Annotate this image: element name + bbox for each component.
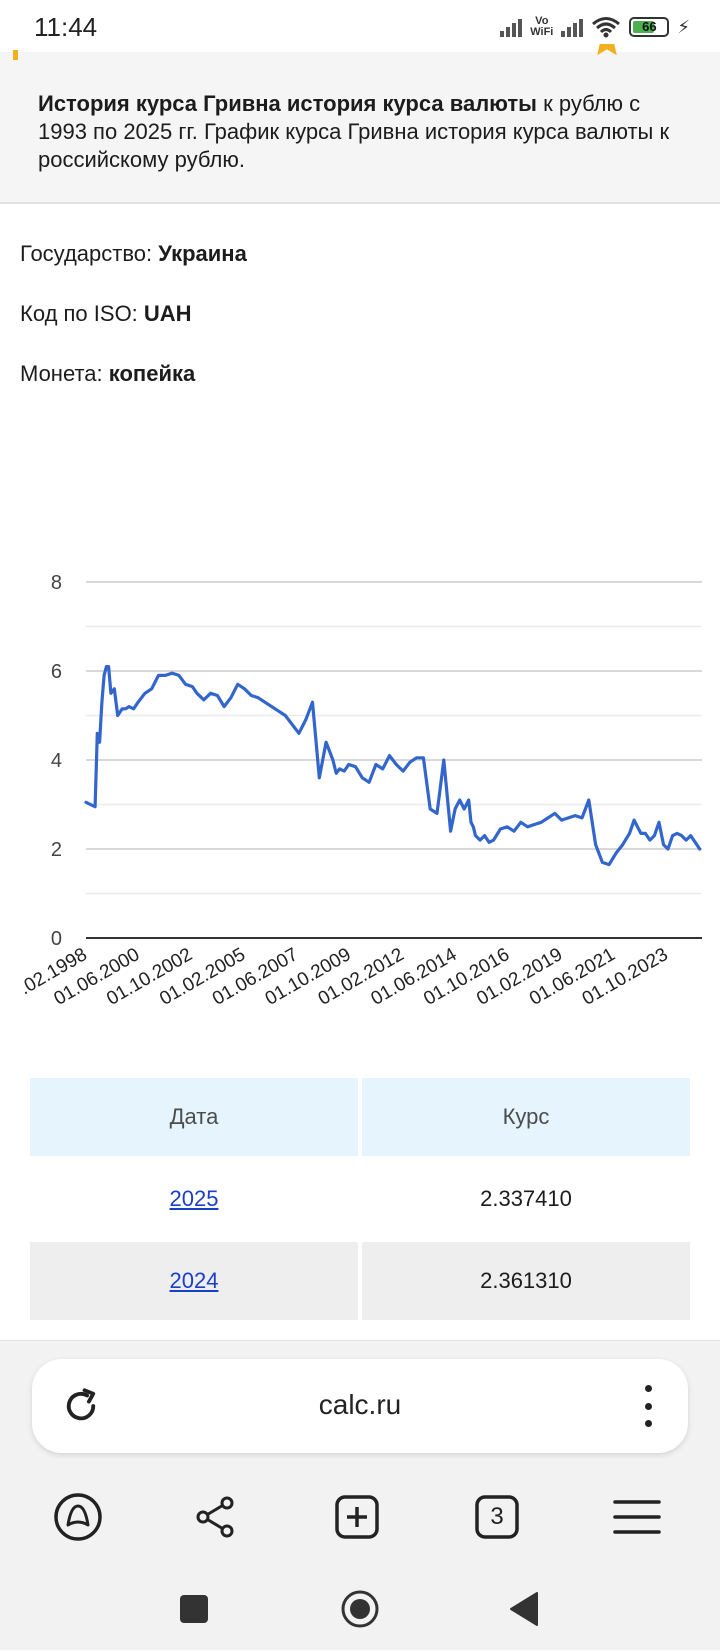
tabs-button[interactable]: 3 <box>467 1487 527 1547</box>
browser-bottom-chrome: calc.ru 3 <box>0 1340 720 1650</box>
date-cell: 2025 <box>30 1160 358 1238</box>
status-time: 11:44 <box>34 12 98 42</box>
rate-cell: 2.337410 <box>480 1186 572 1211</box>
address-bar[interactable]: calc.ru <box>32 1359 688 1453</box>
status-bar: 11:44 Vo WiFi 66 ⚡ <box>0 0 720 52</box>
hamburger-menu-icon[interactable] <box>607 1487 667 1547</box>
series-line <box>84 665 702 867</box>
battery-icon: 66 <box>629 17 670 37</box>
wifi-icon <box>592 17 621 38</box>
rates-table: Дата Курс 2025 2.337410 2024 2.361310 <box>30 1078 690 1324</box>
rate-cell: 2.361310 <box>362 1242 690 1320</box>
tab-count: 3 <box>490 1503 504 1530</box>
charging-icon: ⚡ <box>677 16 690 37</box>
star-icon[interactable] <box>588 44 626 58</box>
intro-text: к рублю с 1993 по 2025 гг. График курса … <box>38 91 670 172</box>
y-tick-label: 6 <box>51 661 62 683</box>
vowifi-label-bottom: WiFi <box>530 26 554 38</box>
date-cell: 2024 <box>30 1242 358 1320</box>
tabs-icon <box>475 1495 519 1539</box>
vowifi-label-top: Vo <box>535 15 549 27</box>
y-tick-label: 8 <box>51 572 62 594</box>
coin-value: копейка <box>108 361 196 386</box>
date-link[interactable]: 2024 <box>169 1268 219 1293</box>
url-text[interactable]: calc.ru <box>318 1389 402 1420</box>
system-nav-bar <box>0 1569 720 1651</box>
new-tab-icon[interactable] <box>327 1487 387 1547</box>
reload-icon[interactable] <box>60 1385 102 1427</box>
status-icons: Vo WiFi 66 ⚡ <box>500 12 690 42</box>
header-date: Дата <box>30 1078 358 1156</box>
y-tick-label: 2 <box>51 839 62 861</box>
table-row: 2024 2.361310 <box>30 1242 690 1320</box>
intro-title: История курса Гривна история курса валют… <box>38 91 537 116</box>
info-country: Государство: Украина <box>20 241 247 267</box>
vowifi-icon: Vo WiFi <box>530 16 553 38</box>
table-header: Дата Курс <box>30 1078 690 1156</box>
info-coin: Монета: копейка <box>20 361 195 387</box>
browser-toolbar: 3 <box>0 1479 720 1559</box>
share-icon[interactable] <box>186 1487 246 1547</box>
y-tick-label: 4 <box>51 750 62 772</box>
more-menu-icon[interactable] <box>644 1385 652 1427</box>
signal-icon-2 <box>561 17 584 37</box>
recents-icon[interactable] <box>174 1589 214 1629</box>
battery-percent: 66 <box>642 19 657 34</box>
assistant-icon[interactable] <box>48 1487 108 1547</box>
table-row: 2025 2.337410 <box>30 1160 690 1238</box>
page-intro: История курса Гривна история курса валют… <box>38 90 688 174</box>
home-icon[interactable] <box>340 1589 380 1629</box>
coin-label: Монета: <box>20 361 109 386</box>
accent-edge <box>13 50 18 60</box>
back-icon[interactable] <box>504 1589 544 1629</box>
date-link[interactable]: 2025 <box>169 1186 219 1211</box>
header-rate: Курс <box>362 1078 690 1156</box>
country-value: Украина <box>158 241 247 266</box>
info-iso: Код по ISO: UAH <box>20 301 192 327</box>
y-tick-label: 0 <box>51 928 62 950</box>
signal-icon <box>500 17 523 37</box>
rate-chart: 02468.02.199801.06.200001.10.200201.02.2… <box>16 572 702 1010</box>
country-label: Государство: <box>20 241 159 266</box>
iso-value: UAH <box>143 301 192 326</box>
page-header <box>0 52 720 204</box>
iso-label: Код по ISO: <box>20 301 144 326</box>
